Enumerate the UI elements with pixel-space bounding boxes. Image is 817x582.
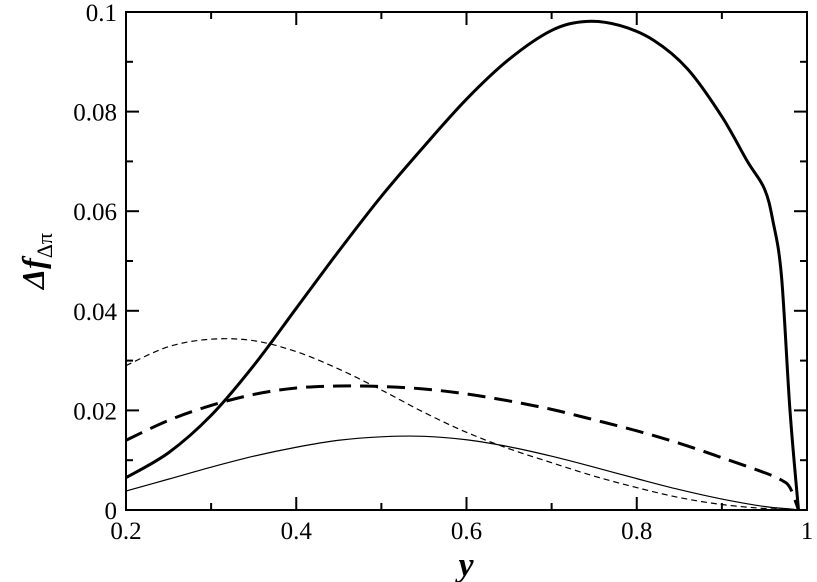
- y-axis-title-subscript: Δπ: [32, 233, 57, 258]
- plot-frame: [125, 11, 808, 511]
- x-tick-label: 0.8: [621, 518, 652, 545]
- x-tick-label: 0.4: [281, 518, 313, 545]
- series-group: [125, 19, 800, 511]
- y-tick-label: 0.02: [73, 398, 117, 425]
- y-tick-label: 0.1: [86, 0, 117, 27]
- series-line-thin-solid: [125, 435, 799, 511]
- y-axis-title-symbol: Δf: [15, 255, 51, 291]
- tick-labels: 0.2 0.4 0.6 0.8 1 0 0.02 0.04 0.06 0.08 0.1: [73, 0, 813, 545]
- x-axis-title: y: [454, 547, 474, 582]
- y-tick-label: 0.04: [73, 299, 117, 326]
- y-tick-label: 0.08: [73, 100, 117, 127]
- series-line-thick-solid: [125, 19, 800, 511]
- y-tick-label: 0: [105, 498, 118, 525]
- y-tick-label: 0.06: [73, 199, 117, 226]
- x-tick-label: 0.6: [451, 518, 482, 545]
- series-line-thick-dashed: [125, 384, 800, 511]
- x-tick-label: 1: [801, 518, 814, 545]
- y-axis-title: ΔfΔπ: [15, 233, 57, 291]
- x-tick-label: 0.2: [110, 518, 141, 545]
- series-line-thin-dashed: [125, 338, 799, 511]
